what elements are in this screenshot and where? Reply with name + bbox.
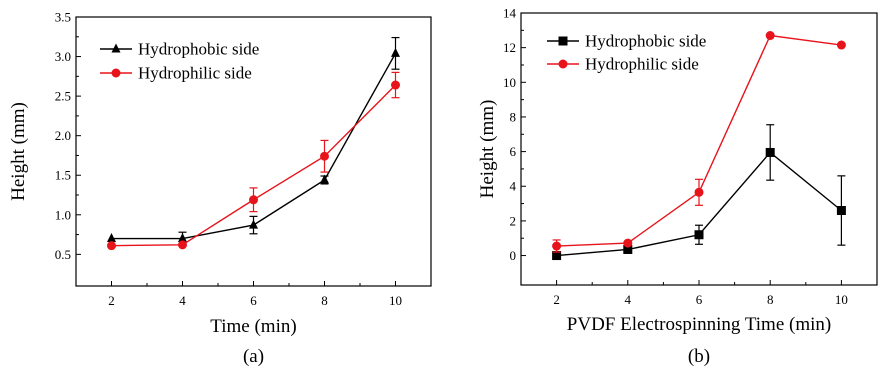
data-point-circle bbox=[178, 240, 187, 250]
chart-panel-a: 2 4 6 8 10 0.5 1.0 1.5 2.0 2.5 3.0 3.5 Time (min) Hei… bbox=[8, 10, 432, 367]
x-tick-label: 8 bbox=[767, 292, 774, 307]
y-tick-label: 3.5 bbox=[55, 10, 71, 25]
series-hydrophilic-side bbox=[552, 31, 846, 253]
y-axis-title: Height (mm) bbox=[8, 102, 29, 201]
x-tick-label: 2 bbox=[553, 292, 560, 307]
chart-panel-b: 2 4 6 8 10 0 2 4 6 8 10 12 14 PVDF Electrospinning Ti… bbox=[477, 6, 878, 367]
y-axis-title: Height (mm) bbox=[477, 100, 498, 199]
data-point-circle bbox=[111, 68, 121, 78]
data-point-circle bbox=[391, 80, 400, 90]
x-tick-label: 8 bbox=[321, 293, 328, 308]
legend-label: Hydrophilic side bbox=[585, 55, 699, 74]
series-hydrophobic-side bbox=[107, 36, 400, 246]
x-axis-title: Time (min) bbox=[210, 316, 296, 337]
data-point-circle bbox=[107, 241, 116, 251]
y-tick-label: 2.5 bbox=[55, 89, 71, 104]
legend-entry: Hydrophobic side bbox=[547, 32, 706, 51]
legend-entry: Hydrophilic side bbox=[547, 55, 699, 74]
x-tick-label: 2 bbox=[108, 293, 115, 308]
y-tick-label: 6 bbox=[510, 144, 517, 159]
x-axis-title: PVDF Electrospinning Time (min) bbox=[567, 314, 831, 335]
series-hydrophilic-side bbox=[107, 71, 400, 251]
data-point-circle bbox=[320, 151, 329, 161]
data-point-triangle bbox=[178, 233, 187, 243]
data-point-square bbox=[694, 230, 704, 240]
data-point-circle bbox=[552, 241, 562, 251]
y-tick-label: 2 bbox=[510, 213, 517, 228]
legend-entry: Hydrophobic side bbox=[100, 40, 259, 59]
data-point-triangle bbox=[249, 219, 258, 229]
x-tick-label: 10 bbox=[835, 292, 848, 307]
series-hydrophobic-side bbox=[552, 124, 846, 261]
data-point-triangle bbox=[107, 233, 116, 243]
legend-label: Hydrophobic side bbox=[585, 32, 706, 51]
data-point-triangle bbox=[111, 43, 121, 53]
x-tick-label: 6 bbox=[696, 292, 703, 307]
y-tick-label: 0 bbox=[510, 248, 517, 263]
x-tick-label: 4 bbox=[179, 293, 186, 308]
data-point-circle bbox=[623, 238, 633, 248]
data-point-circle bbox=[836, 40, 846, 50]
panel-caption: (a) bbox=[243, 346, 264, 367]
x-tick-label: 6 bbox=[250, 293, 257, 308]
y-tick-label: 10 bbox=[503, 75, 516, 90]
legend-label: Hydrophilic side bbox=[138, 64, 252, 83]
data-point-square bbox=[836, 206, 846, 216]
x-tick-label: 4 bbox=[625, 292, 632, 307]
data-point-circle bbox=[558, 59, 568, 69]
y-tick-label: 14 bbox=[503, 6, 517, 21]
data-point-square bbox=[552, 251, 562, 261]
y-tick-label: 4 bbox=[510, 179, 517, 194]
legend-entry: Hydrophilic side bbox=[100, 64, 252, 83]
y-tick-label: 3.0 bbox=[55, 49, 71, 64]
y-tick-label: 1.0 bbox=[55, 207, 71, 222]
data-point-triangle bbox=[391, 47, 400, 57]
data-point-square bbox=[623, 244, 633, 254]
data-point-triangle bbox=[320, 174, 329, 184]
data-point-square bbox=[765, 147, 775, 157]
legend-label: Hydrophobic side bbox=[138, 40, 259, 59]
data-point-square bbox=[558, 36, 568, 46]
panel-caption: (b) bbox=[688, 346, 710, 367]
x-tick-label: 10 bbox=[389, 293, 402, 308]
data-point-circle bbox=[694, 187, 704, 197]
y-tick-label: 0.5 bbox=[55, 247, 71, 262]
y-tick-label: 12 bbox=[503, 40, 516, 55]
data-point-circle bbox=[249, 195, 258, 205]
y-tick-label: 1.5 bbox=[55, 168, 71, 183]
y-tick-label: 2.0 bbox=[55, 128, 71, 143]
data-point-circle bbox=[765, 31, 775, 41]
y-tick-label: 8 bbox=[510, 109, 517, 124]
